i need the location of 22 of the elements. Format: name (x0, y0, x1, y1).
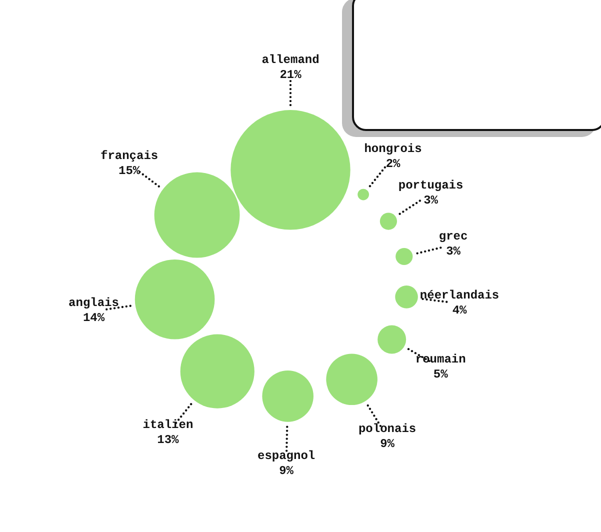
category-label: espagnol (257, 448, 316, 463)
data-label: 4% (452, 304, 468, 318)
category-label: français (100, 149, 158, 164)
data-label: 3% (446, 244, 462, 259)
data-label: 15% (118, 164, 141, 178)
category-label: portugais (398, 178, 464, 193)
data-label: 21% (280, 68, 302, 82)
category-label: allemand (262, 53, 320, 68)
data-label: 9% (380, 437, 396, 452)
category-label: polonais (358, 422, 416, 436)
data-label: 14% (82, 311, 106, 326)
data-label: 2% (386, 157, 402, 172)
data-label: 5% (433, 368, 449, 382)
category-label: néerlandais (420, 288, 500, 303)
data-label: 13% (157, 433, 180, 448)
data-label: 3% (424, 194, 439, 208)
category-label: grec (438, 230, 468, 244)
data-label: 9% (279, 464, 294, 478)
category-label: anglais (68, 296, 119, 310)
category-label: roumain (415, 352, 466, 367)
category-label: hongrois (364, 142, 422, 156)
category-label: italien (142, 418, 194, 432)
